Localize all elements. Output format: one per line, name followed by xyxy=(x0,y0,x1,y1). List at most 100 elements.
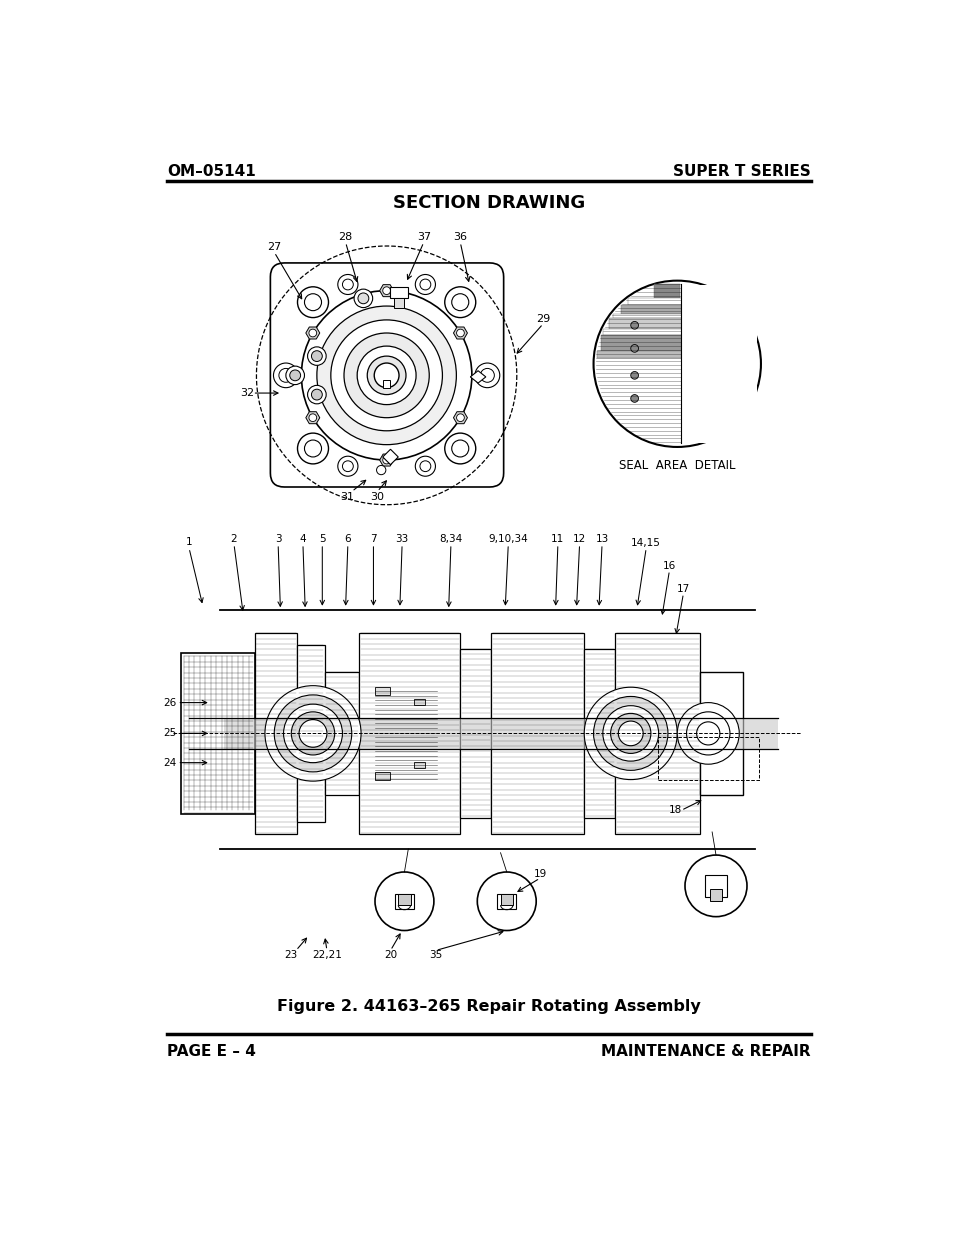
Circle shape xyxy=(610,714,650,753)
Circle shape xyxy=(444,287,476,317)
Bar xyxy=(597,351,684,358)
Bar xyxy=(382,380,390,388)
Bar xyxy=(491,634,583,834)
Bar xyxy=(583,648,615,818)
Circle shape xyxy=(456,414,464,421)
Bar xyxy=(414,699,425,705)
Text: 3: 3 xyxy=(274,534,281,543)
Text: 29: 29 xyxy=(536,314,550,324)
Circle shape xyxy=(290,370,300,380)
Text: 22,21: 22,21 xyxy=(312,950,341,960)
Bar xyxy=(297,645,324,823)
Circle shape xyxy=(291,711,335,755)
Text: 30: 30 xyxy=(370,492,384,501)
Bar xyxy=(704,876,726,897)
Bar xyxy=(395,894,414,909)
Bar xyxy=(459,648,491,818)
Bar xyxy=(654,284,679,299)
Circle shape xyxy=(307,385,326,404)
Circle shape xyxy=(283,704,342,763)
Circle shape xyxy=(684,855,746,916)
Circle shape xyxy=(630,345,638,352)
Circle shape xyxy=(304,294,321,311)
Circle shape xyxy=(593,697,667,771)
Bar xyxy=(603,330,684,336)
Circle shape xyxy=(630,395,638,403)
Text: 6: 6 xyxy=(344,534,351,543)
Circle shape xyxy=(452,294,468,311)
Polygon shape xyxy=(470,370,485,383)
Circle shape xyxy=(686,711,729,755)
Bar xyxy=(497,894,516,909)
Text: 12: 12 xyxy=(573,534,585,543)
Circle shape xyxy=(309,414,316,421)
Bar xyxy=(390,287,407,299)
Circle shape xyxy=(367,356,406,395)
Circle shape xyxy=(342,461,353,472)
Text: 24: 24 xyxy=(163,757,176,768)
Text: 2: 2 xyxy=(231,534,237,543)
Circle shape xyxy=(311,351,322,362)
Text: 28: 28 xyxy=(338,232,353,242)
Polygon shape xyxy=(453,327,467,338)
Circle shape xyxy=(298,720,327,747)
Text: 23: 23 xyxy=(284,950,297,960)
Text: 25: 25 xyxy=(163,729,176,739)
Circle shape xyxy=(278,368,293,383)
Bar xyxy=(224,718,778,748)
Circle shape xyxy=(342,279,353,290)
Circle shape xyxy=(696,721,720,745)
Circle shape xyxy=(297,287,328,317)
Bar xyxy=(612,314,683,319)
Circle shape xyxy=(618,721,642,746)
Text: 32: 32 xyxy=(240,388,253,398)
Bar xyxy=(700,672,742,795)
Circle shape xyxy=(274,363,298,388)
Circle shape xyxy=(419,279,431,290)
Circle shape xyxy=(382,456,390,464)
Circle shape xyxy=(419,461,431,472)
Bar xyxy=(609,319,683,330)
Polygon shape xyxy=(453,411,467,424)
Circle shape xyxy=(630,321,638,330)
Text: 37: 37 xyxy=(416,232,431,242)
Circle shape xyxy=(382,287,390,294)
Bar xyxy=(658,737,758,779)
Text: MAINTENANCE & REPAIR: MAINTENANCE & REPAIR xyxy=(600,1044,810,1058)
Bar xyxy=(680,285,757,443)
Text: 17: 17 xyxy=(676,584,689,594)
Bar xyxy=(359,634,459,834)
Bar xyxy=(615,634,700,834)
Circle shape xyxy=(375,872,434,930)
Circle shape xyxy=(286,366,304,384)
Circle shape xyxy=(331,320,442,431)
Circle shape xyxy=(357,293,369,304)
Circle shape xyxy=(583,687,677,779)
Circle shape xyxy=(354,289,373,308)
Bar xyxy=(324,672,359,795)
Circle shape xyxy=(301,290,472,461)
Text: SECTION DRAWING: SECTION DRAWING xyxy=(393,194,584,212)
Bar xyxy=(627,299,681,305)
Bar xyxy=(600,336,684,351)
Circle shape xyxy=(480,368,494,383)
Bar xyxy=(397,894,410,905)
Text: 9,10,34: 9,10,34 xyxy=(488,534,528,543)
Circle shape xyxy=(337,274,357,294)
Bar xyxy=(375,772,390,779)
Text: 19: 19 xyxy=(533,868,546,878)
Polygon shape xyxy=(379,284,394,296)
Text: OM–05141: OM–05141 xyxy=(167,163,255,179)
Circle shape xyxy=(337,456,357,477)
Bar xyxy=(414,762,425,768)
Circle shape xyxy=(456,330,464,337)
Text: 7: 7 xyxy=(370,534,376,543)
Circle shape xyxy=(309,330,316,337)
Text: 36: 36 xyxy=(453,232,467,242)
Text: 11: 11 xyxy=(551,534,564,543)
Text: 20: 20 xyxy=(383,950,396,960)
Text: 1: 1 xyxy=(186,537,193,547)
Circle shape xyxy=(677,703,739,764)
Text: 4: 4 xyxy=(299,534,306,543)
Text: 31: 31 xyxy=(339,492,354,501)
